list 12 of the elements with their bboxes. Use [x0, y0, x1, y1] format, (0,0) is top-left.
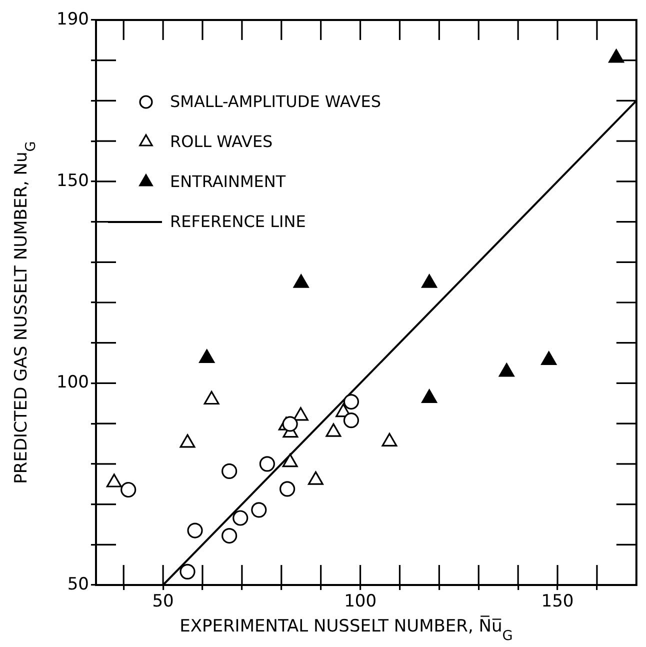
y-axis-title: PREDICTED GAS NUSSELT NUMBER, NuG	[11, 141, 39, 484]
legend-label: REFERENCE LINE	[170, 212, 306, 232]
y-tick-label: 150	[56, 170, 89, 191]
x-tick-label: 100	[344, 592, 377, 612]
legend-label: SMALL-AMPLITUDE WAVES	[170, 92, 381, 112]
y-tick-label: 190	[56, 9, 89, 30]
legend-label: ROLL WAVES	[170, 132, 273, 152]
x-tick-label: 50	[152, 592, 174, 612]
y-tick-label: 50	[67, 574, 89, 594]
legend-label: ENTRAINMENT	[170, 172, 286, 192]
y-tick-label: 100	[56, 372, 89, 393]
x-tick-label: 150	[541, 592, 574, 612]
